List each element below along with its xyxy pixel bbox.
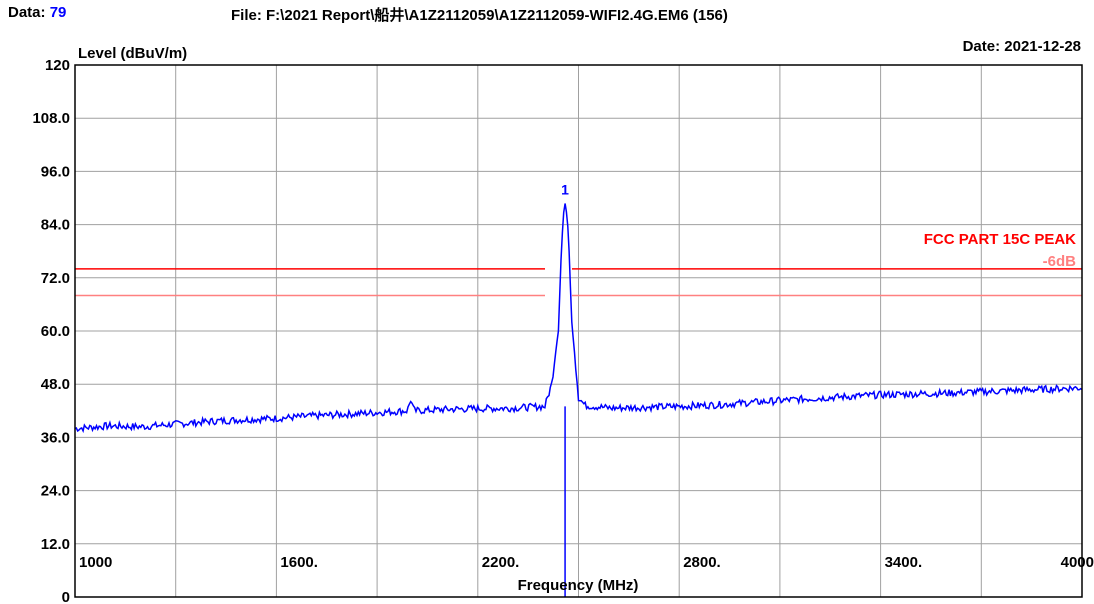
y-tick-label: 0 — [62, 589, 70, 604]
plot-frame — [74, 64, 1083, 598]
y-tick-labels: 0 12.0 24.0 36.0 48.0 60.0 72.0 84.0 96.0 108.0 12… — [32, 57, 70, 604]
spectrum-trace — [74, 203, 1083, 434]
x-tick-label: 2800. — [683, 554, 721, 571]
marker-label: 1 — [561, 181, 569, 197]
x-tick-label: 3400. — [885, 554, 923, 571]
limit-lines — [75, 268, 1082, 297]
x-tick-label: 1000 — [79, 554, 112, 571]
y-axis-label: Level (dBuV/m) — [78, 45, 187, 62]
date-label: Date: 2021-12-28 — [963, 38, 1081, 55]
y-tick-label: 84.0 — [41, 217, 70, 234]
grid — [75, 65, 1082, 597]
x-tick-labels: 1000 1600. 2200. 2800. 3400. 4000 — [79, 554, 1094, 571]
y-tick-label: 24.0 — [41, 483, 70, 500]
y-tick-label: 72.0 — [41, 270, 70, 287]
data-label: Data: — [8, 4, 46, 21]
x-tick-label: 2200. — [482, 554, 520, 571]
y-tick-label: 120 — [45, 57, 70, 74]
y-tick-label: 36.0 — [41, 429, 70, 446]
file-path: File: F:\2021 Report\船井\A1Z2112059\A1Z21… — [231, 7, 728, 24]
limit-label-fcc: FCC PART 15C PEAK — [924, 231, 1076, 248]
y-tick-label: 12.0 — [41, 536, 70, 553]
data-value: 79 — [49, 4, 67, 21]
y-tick-label: 48.0 — [41, 376, 70, 393]
x-axis-label: Frequency (MHz) — [518, 577, 639, 594]
x-tick-label: 4000 — [1061, 554, 1094, 571]
limit-label-6db: -6dB — [1043, 253, 1077, 270]
y-tick-label: 60.0 — [41, 323, 70, 340]
y-tick-label: 96.0 — [41, 163, 70, 180]
data-number-label: Data: 79 — [8, 4, 66, 21]
x-tick-label: 1600. — [280, 554, 318, 571]
y-tick-label: 108.0 — [32, 110, 70, 127]
